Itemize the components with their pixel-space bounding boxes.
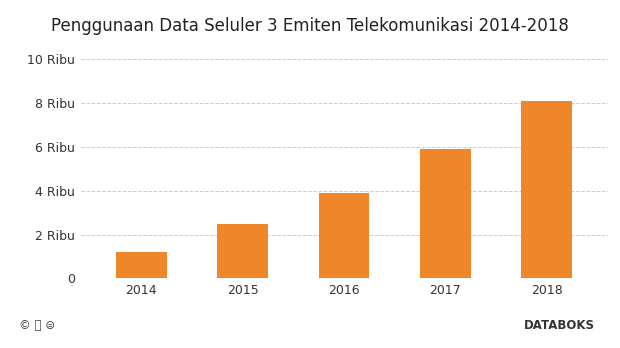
- Bar: [521, 101, 572, 278]
- Text: DATABOKS: DATABOKS: [524, 318, 595, 332]
- Bar: [420, 149, 471, 278]
- Text: D: D: [497, 318, 511, 336]
- Bar: [116, 252, 167, 278]
- Text: © Ⓐ ⊜: © Ⓐ ⊜: [19, 318, 55, 332]
- Text: Penggunaan Data Seluler 3 Emiten Telekomunikasi 2014-2018: Penggunaan Data Seluler 3 Emiten Telekom…: [51, 17, 569, 35]
- Bar: [319, 193, 370, 278]
- Bar: [218, 224, 268, 278]
